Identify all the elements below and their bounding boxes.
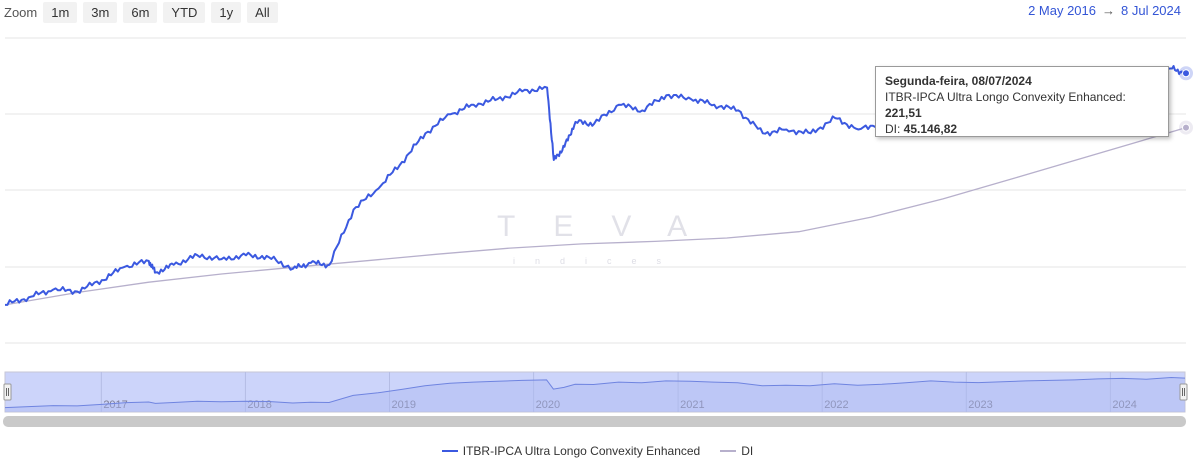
zoom-1y-button[interactable]: 1y bbox=[211, 1, 242, 23]
legend-swatch-di bbox=[720, 450, 737, 452]
hover-point-itbr bbox=[1182, 69, 1190, 78]
tooltip-series-1: ITBR-IPCA Ultra Longo Convexity Enhanced… bbox=[885, 89, 1159, 121]
navigator-left-handle[interactable] bbox=[3, 383, 12, 401]
navigator-year-label: 2017 bbox=[103, 399, 127, 411]
tooltip: Segunda-feira, 08/07/2024 ITBR-IPCA Ultr… bbox=[875, 66, 1169, 137]
zoom-1m-button[interactable]: 1m bbox=[43, 1, 78, 23]
navigator-year-label: 2018 bbox=[247, 399, 271, 411]
handle-body bbox=[3, 383, 12, 401]
series-line-di bbox=[4, 126, 1187, 306]
navigator: 2017 2018 2019 2020 2021 2022 2023 2024 bbox=[3, 371, 1188, 427]
zoom-ytd-button[interactable]: YTD bbox=[163, 1, 206, 23]
legend: ITBR-IPCA Ultra Longo Convexity Enhanced… bbox=[0, 444, 1195, 458]
navigator-scrollbar[interactable] bbox=[3, 416, 1186, 427]
tooltip-s1-value: 221,51 bbox=[885, 106, 922, 120]
range-to-date[interactable]: 8 Jul 2024 bbox=[1121, 3, 1181, 18]
line-chart[interactable]: 2017 2018 2019 2020 2021 2022 2023 2024 bbox=[0, 0, 1195, 440]
navigator-series-area bbox=[5, 377, 1185, 412]
tooltip-series-2: DI: 45.146,82 bbox=[885, 121, 1159, 137]
navigator-year-label: 2022 bbox=[824, 399, 848, 411]
navigator-right-handle[interactable] bbox=[1179, 383, 1188, 401]
date-range: 2 May 2016 → 8 Jul 2024 bbox=[1028, 3, 1181, 18]
zoom-6m-button[interactable]: 6m bbox=[123, 1, 158, 23]
range-from-date[interactable]: 2 May 2016 bbox=[1028, 3, 1096, 18]
hover-point-di bbox=[1182, 123, 1190, 132]
tooltip-s2-label: DI: bbox=[885, 122, 904, 136]
zoom-toolbar: Zoom 1m 3m 6m YTD 1y All bbox=[4, 1, 284, 23]
legend-swatch-itbr bbox=[441, 450, 458, 452]
tooltip-date: Segunda-feira, 08/07/2024 bbox=[885, 74, 1032, 88]
navigator-year-label: 2019 bbox=[392, 399, 416, 411]
tooltip-s2-value: 45.146,82 bbox=[903, 122, 958, 136]
legend-label-itbr: ITBR-IPCA Ultra Longo Convexity Enhanced bbox=[462, 444, 701, 458]
tooltip-s1-label: ITBR-IPCA Ultra Longo Convexity Enhanced… bbox=[885, 90, 1126, 104]
navigator-year-label: 2021 bbox=[680, 399, 704, 411]
navigator-mask bbox=[4, 371, 1186, 413]
zoom-3m-button[interactable]: 3m bbox=[83, 1, 118, 23]
zoom-all-button[interactable]: All bbox=[247, 1, 278, 23]
navigator-year-label: 2020 bbox=[536, 399, 560, 411]
navigator-year-label: 2024 bbox=[1112, 399, 1136, 411]
legend-item-di[interactable]: DI bbox=[720, 444, 753, 458]
navigator-year-label: 2023 bbox=[968, 399, 992, 411]
zoom-label: Zoom bbox=[4, 4, 38, 20]
handle-body bbox=[1179, 383, 1188, 401]
range-arrow: → bbox=[1102, 3, 1115, 18]
navigator-series-line bbox=[4, 376, 1186, 409]
legend-label-di: DI bbox=[741, 444, 754, 458]
legend-item-itbr[interactable]: ITBR-IPCA Ultra Longo Convexity Enhanced bbox=[441, 444, 701, 458]
